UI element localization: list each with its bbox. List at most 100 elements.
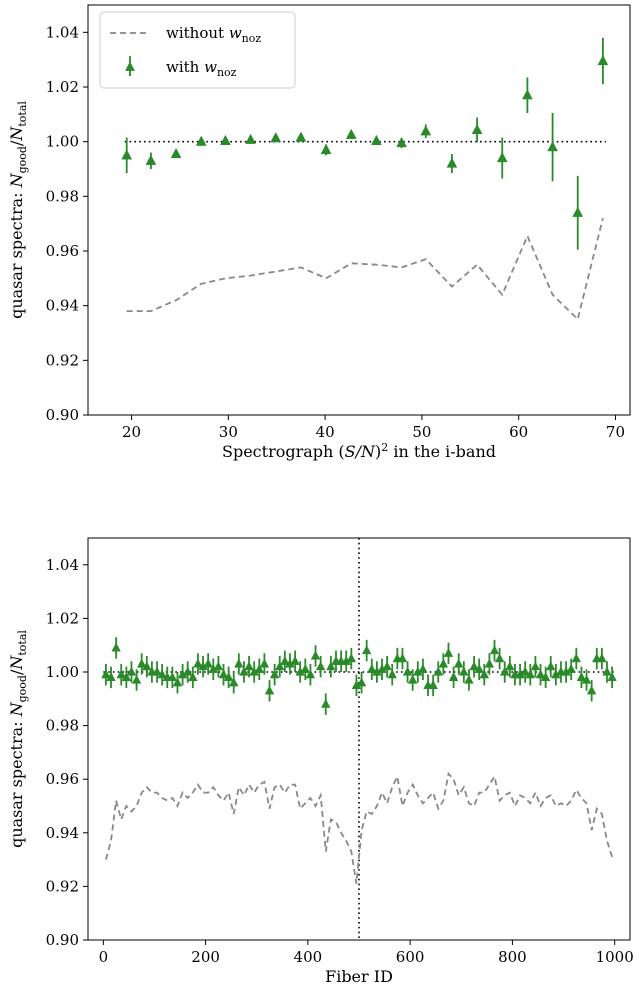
data-point-with-wnoz xyxy=(446,157,458,168)
y-tick-label: 0.98 xyxy=(46,717,79,735)
data-point-with-wnoz xyxy=(188,672,198,681)
data-point-with-wnoz xyxy=(182,666,193,676)
data-point-with-wnoz xyxy=(142,661,152,671)
data-point-with-wnoz xyxy=(530,661,541,671)
data-point-with-wnoz xyxy=(315,661,326,671)
data-point-with-wnoz xyxy=(402,666,413,676)
data-point-with-wnoz xyxy=(244,661,254,671)
data-point-with-wnoz xyxy=(387,669,397,679)
data-point-with-wnoz xyxy=(310,650,321,660)
data-point-with-wnoz xyxy=(326,661,336,671)
data-point-with-wnoz xyxy=(420,125,432,136)
data-point-with-wnoz xyxy=(145,154,157,165)
data-point-with-wnoz xyxy=(459,666,469,676)
x-tick-label: 400 xyxy=(294,948,323,966)
data-point-with-wnoz xyxy=(101,669,111,679)
data-point-with-wnoz xyxy=(213,661,224,671)
data-point-with-wnoz xyxy=(428,680,438,690)
x-tick-label: 800 xyxy=(498,948,527,966)
data-point-with-wnoz xyxy=(295,131,307,142)
x-tick-label: 60 xyxy=(509,423,528,441)
data-point-with-wnoz xyxy=(223,672,234,681)
data-point-with-wnoz xyxy=(525,669,536,679)
data-point-with-wnoz xyxy=(443,647,454,657)
y-tick-label: 0.98 xyxy=(46,187,79,205)
data-point-with-wnoz xyxy=(345,128,357,139)
data-point-with-wnoz xyxy=(505,661,515,671)
series-without-wnoz-line xyxy=(126,217,604,322)
data-point-with-wnoz xyxy=(131,674,142,684)
data-point-with-wnoz xyxy=(397,653,408,663)
y-tick-label: 1.02 xyxy=(46,78,79,96)
y-axis-label: quasar spectra: Ngood/Ntotal xyxy=(7,630,29,848)
data-point-with-wnoz xyxy=(496,152,508,163)
data-point-with-wnoz xyxy=(195,135,207,146)
data-point-with-wnoz xyxy=(290,655,300,665)
series-without-wnoz-line xyxy=(105,771,613,884)
y-tick-label: 0.92 xyxy=(46,877,79,895)
x-tick-label: 40 xyxy=(316,423,335,441)
data-point-with-wnoz xyxy=(499,666,510,676)
data-point-with-wnoz xyxy=(382,661,392,671)
data-point-with-wnoz xyxy=(203,658,213,668)
data-point-with-wnoz xyxy=(106,672,116,681)
data-point-with-wnoz xyxy=(571,653,582,663)
data-point-with-wnoz xyxy=(520,666,530,676)
data-point-with-wnoz xyxy=(418,663,428,673)
x-tick-label: 70 xyxy=(606,423,625,441)
x-tick-label: 1000 xyxy=(596,948,634,966)
y-axis-label: quasar spectra: Ngood/Ntotal xyxy=(7,101,29,319)
data-point-with-wnoz xyxy=(228,677,239,687)
x-tick-label: 0 xyxy=(99,948,109,966)
data-point-with-wnoz xyxy=(275,661,285,671)
data-point-with-wnoz xyxy=(152,666,162,676)
data-point-with-wnoz xyxy=(433,666,443,676)
data-point-with-wnoz xyxy=(167,672,178,681)
data-point-with-wnoz xyxy=(157,669,167,679)
data-point-with-wnoz xyxy=(471,123,483,135)
legend-with-label: with wnoz xyxy=(166,58,238,79)
data-point-with-wnoz xyxy=(453,658,464,668)
data-point-with-wnoz xyxy=(438,658,449,668)
x-tick-label: 20 xyxy=(122,423,141,441)
data-point-with-wnoz xyxy=(234,658,244,668)
data-point-with-wnoz xyxy=(320,143,332,154)
x-tick-label: 600 xyxy=(396,948,425,966)
data-point-with-wnoz xyxy=(546,661,556,671)
x-tick-label: 200 xyxy=(191,948,220,966)
data-point-with-wnoz xyxy=(269,669,280,679)
data-point-with-wnoz xyxy=(116,669,126,679)
data-point-with-wnoz xyxy=(111,642,121,652)
data-point-with-wnoz xyxy=(597,54,609,66)
data-point-with-wnoz xyxy=(396,136,407,148)
data-point-with-wnoz xyxy=(170,147,182,159)
data-point-with-wnoz xyxy=(218,669,229,679)
data-point-with-wnoz xyxy=(300,663,311,673)
data-point-with-wnoz xyxy=(371,134,382,145)
data-point-with-wnoz xyxy=(469,661,479,671)
data-point-with-wnoz xyxy=(581,674,592,684)
data-point-with-wnoz xyxy=(361,645,372,655)
data-point-with-wnoz xyxy=(121,149,133,160)
y-tick-label: 0.90 xyxy=(46,406,79,424)
data-point-with-wnoz xyxy=(270,132,282,143)
data-point-with-wnoz xyxy=(489,645,500,655)
data-point-with-wnoz xyxy=(220,134,231,145)
x-axis-label: Spectrograph (S/N)2 in the i-band xyxy=(222,441,496,461)
bottom-chart: 0.90 0.92 0.94 0.96 0.98 1.00 1.02 1.04 0 200 400 6… xyxy=(7,537,634,986)
data-point-with-wnoz xyxy=(484,658,495,668)
y-tick-label: 0.96 xyxy=(46,242,79,260)
top-chart: 0.90 0.92 0.94 0.96 0.98 1.00 1.02 1.04 20 30 40 50… xyxy=(7,4,631,461)
y-tick-label: 0.92 xyxy=(46,351,79,369)
legend: without wnoz with wnoz xyxy=(99,11,296,89)
y-tick-label: 1.00 xyxy=(46,133,79,151)
y-tick-label: 1.00 xyxy=(46,663,79,681)
data-point-with-wnoz xyxy=(346,653,357,663)
data-point-with-wnoz xyxy=(522,89,533,100)
y-tick-label: 1.02 xyxy=(46,609,79,627)
data-point-with-wnoz xyxy=(239,666,249,676)
data-point-with-wnoz xyxy=(193,658,203,668)
data-point-with-wnoz xyxy=(607,672,617,681)
data-point-with-wnoz xyxy=(572,206,584,217)
